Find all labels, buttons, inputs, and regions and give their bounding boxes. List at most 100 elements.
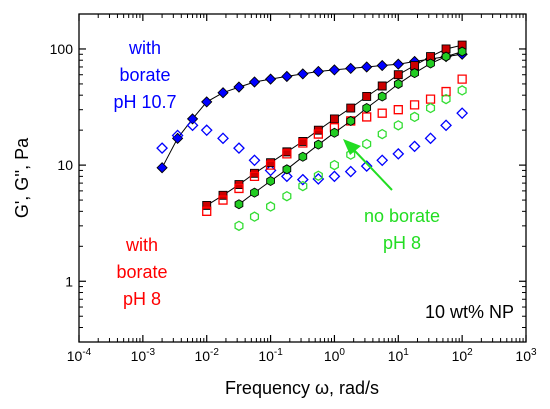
data-point	[233, 81, 245, 93]
annotation-with-borate-ph8: with borate pH 8	[116, 235, 167, 309]
data-point	[248, 154, 261, 167]
data-point	[217, 87, 229, 99]
data-point	[328, 170, 341, 183]
data-point	[250, 187, 259, 198]
series-group	[202, 74, 467, 216]
plot-frame	[78, 13, 527, 343]
data-point	[362, 103, 372, 114]
series-group	[234, 85, 467, 232]
arrow-head	[343, 139, 361, 155]
data-point	[392, 58, 404, 70]
series-group	[156, 107, 469, 186]
data-point	[426, 58, 435, 69]
data-point	[266, 201, 276, 212]
data-point	[393, 78, 403, 89]
data-point	[441, 51, 451, 62]
data-point	[410, 111, 420, 123]
axis-ticks	[78, 13, 527, 343]
x-axis-label: Frequency ω, rad/s	[225, 378, 379, 398]
data-point	[282, 149, 292, 159]
x-tick-label: 10-3	[131, 347, 156, 364]
data-point	[346, 149, 356, 160]
y-tick-label: 100	[50, 41, 74, 57]
data-point	[218, 195, 228, 205]
data-point	[171, 129, 184, 142]
data-point	[281, 70, 293, 83]
data-point	[441, 86, 451, 97]
data-point	[329, 114, 339, 124]
data-point	[426, 52, 435, 62]
data-point	[410, 61, 420, 70]
data-point	[234, 220, 244, 232]
data-point	[345, 62, 357, 75]
data-point	[409, 100, 420, 110]
data-point	[393, 70, 403, 80]
data-point	[344, 165, 357, 178]
data-point	[298, 151, 308, 162]
data-point	[440, 119, 452, 132]
annotation-with-borate-ph10-7: with borate pH 10.7	[113, 38, 176, 112]
data-point	[249, 211, 260, 222]
data-point	[266, 175, 275, 187]
annotation-arrow	[343, 139, 393, 191]
data-point	[377, 108, 387, 118]
data-point	[312, 65, 324, 78]
data-point	[156, 142, 168, 155]
data-point	[408, 140, 421, 153]
data-point	[234, 199, 244, 210]
y-tick-label: 1	[65, 273, 73, 289]
data-point	[360, 160, 373, 173]
data-point	[425, 94, 436, 104]
data-point	[392, 147, 405, 160]
data-point	[377, 81, 387, 91]
data-point	[457, 46, 467, 57]
annotation-line: pH 8	[383, 233, 421, 253]
data-point	[202, 200, 212, 210]
series-group	[156, 48, 468, 174]
annotation-line: borate	[119, 65, 170, 85]
data-point	[425, 102, 436, 114]
data-point	[377, 91, 387, 102]
y-tick-label: 10	[57, 157, 73, 173]
y-axis-label: G', G'', Pa	[12, 137, 32, 218]
data-point	[298, 138, 308, 148]
data-point	[328, 64, 341, 76]
data-point	[156, 162, 168, 174]
data-point	[313, 129, 323, 139]
data-point	[313, 170, 323, 181]
data-point	[377, 128, 387, 140]
data-point	[393, 120, 403, 131]
x-tick-label: 10-2	[194, 347, 219, 364]
data-point	[282, 147, 292, 157]
data-point	[314, 139, 323, 150]
data-point	[233, 142, 245, 155]
data-point	[217, 132, 229, 145]
data-point	[201, 96, 213, 108]
series-group	[202, 40, 467, 210]
annotation-line: no borate	[364, 206, 440, 226]
data-point	[346, 103, 356, 113]
series-layer	[156, 40, 469, 232]
data-point	[329, 159, 339, 171]
annotation-no-borate-ph8: no borate pH 8	[364, 206, 440, 253]
annotation-line: with	[128, 38, 161, 58]
data-point	[361, 61, 373, 73]
data-point	[424, 132, 437, 145]
data-point	[346, 115, 356, 126]
arrow-shaft	[353, 149, 393, 191]
series-group	[234, 46, 467, 210]
data-point	[218, 190, 228, 200]
data-point	[250, 168, 259, 178]
data-point	[280, 170, 293, 183]
data-point	[200, 124, 213, 137]
data-point	[457, 85, 467, 96]
data-point	[393, 105, 403, 115]
x-tick-label: 103	[515, 347, 537, 364]
data-point	[457, 74, 467, 84]
data-point	[296, 173, 309, 186]
x-tick-label: 10-1	[258, 347, 283, 364]
x-tick-label: 100	[324, 347, 346, 364]
x-tick-label: 10-4	[67, 347, 92, 364]
data-point	[330, 127, 339, 138]
data-point	[186, 119, 199, 132]
